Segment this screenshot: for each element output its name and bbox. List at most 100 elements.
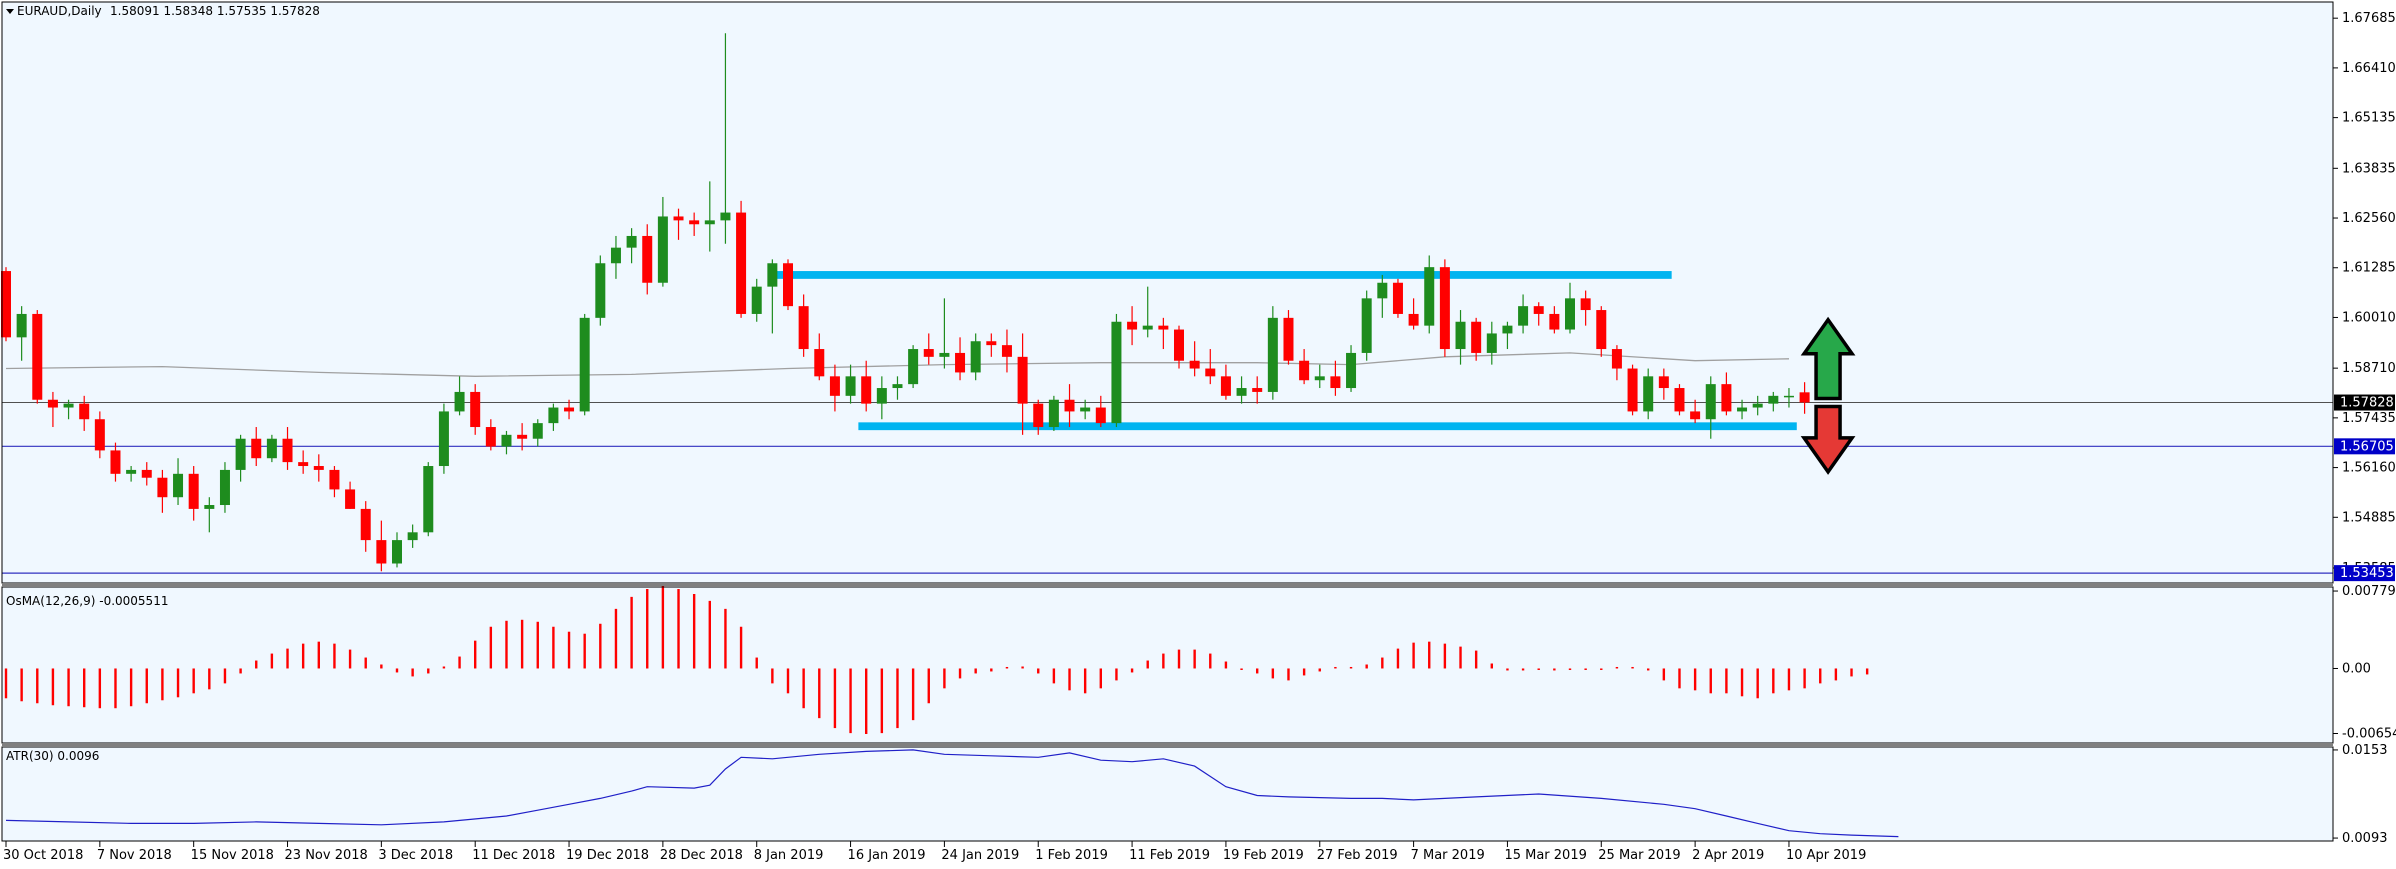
candle-body xyxy=(689,220,700,225)
osma-panel-frame xyxy=(1,586,2334,744)
candle-body xyxy=(235,438,246,470)
candle xyxy=(63,399,74,420)
candle-body xyxy=(392,540,402,564)
candle xyxy=(1174,325,1184,369)
candle xyxy=(1549,306,1560,334)
candle xyxy=(923,333,934,365)
time-tick-label: 2 Apr 2019 xyxy=(1692,848,1764,863)
candle xyxy=(720,33,731,244)
time-tick-label: 19 Feb 2019 xyxy=(1223,848,1304,863)
time-tick-label: 8 Jan 2019 xyxy=(754,848,824,863)
candle-body xyxy=(423,466,434,533)
candle xyxy=(454,376,465,416)
candle-body xyxy=(595,263,606,318)
price-axis: 1.67685 1.66410 1.65135 1.63835 1.62560 1.612… xyxy=(2333,11,2396,846)
candle xyxy=(1690,399,1701,424)
candle xyxy=(470,384,481,435)
candle-body xyxy=(173,473,184,498)
candle xyxy=(564,399,575,420)
dropdown-triangle-icon[interactable] xyxy=(6,9,14,14)
candle xyxy=(814,333,825,381)
candle xyxy=(423,462,434,537)
candle-body xyxy=(1064,399,1075,412)
symbol-header[interactable]: EURAUD,Daily 1.58091 1.58348 1.57535 1.5… xyxy=(6,4,320,18)
candle xyxy=(970,333,981,381)
candle xyxy=(1518,294,1529,334)
candle xyxy=(1737,399,1748,420)
candle-body xyxy=(704,220,715,225)
candle xyxy=(861,360,872,412)
candle-body xyxy=(1439,267,1450,350)
candle-body xyxy=(626,235,637,248)
candle-body xyxy=(1643,376,1654,412)
candle xyxy=(845,364,856,404)
candle xyxy=(1080,399,1091,420)
candle xyxy=(407,524,418,548)
candle xyxy=(767,259,778,334)
candle-body xyxy=(1627,368,1638,412)
zone-rect-1 xyxy=(858,422,1797,431)
candle-body xyxy=(110,450,121,474)
candle-body xyxy=(1424,267,1435,326)
candle-body xyxy=(783,263,793,307)
candle-body xyxy=(1486,333,1497,353)
candle-body xyxy=(1690,411,1701,420)
arrow-down-icon xyxy=(1800,404,1856,475)
candle xyxy=(548,403,559,431)
level-tag-1-bg xyxy=(2334,565,2395,582)
time-tick-label: 11 Feb 2019 xyxy=(1129,848,1210,863)
candle-body xyxy=(313,466,324,470)
candle-body xyxy=(814,349,825,377)
candle-body xyxy=(1799,392,1810,403)
zones xyxy=(772,271,1797,431)
candle-body xyxy=(298,462,309,467)
time-axis: 30 Oct 2018 7 Nov 2018 15 Nov 2018 23 Nov 2… xyxy=(3,841,1866,863)
candle-body xyxy=(1658,376,1669,389)
time-tick-label: 1 Feb 2019 xyxy=(1035,848,1108,863)
candle xyxy=(1627,364,1638,416)
candle-body xyxy=(501,434,512,447)
candle-body xyxy=(1127,321,1138,330)
candle-body xyxy=(1220,376,1231,396)
candle-body xyxy=(657,216,668,283)
candle xyxy=(626,228,637,264)
candle xyxy=(1674,384,1685,416)
time-tick-label: 15 Nov 2018 xyxy=(191,848,274,863)
candle xyxy=(1017,333,1028,435)
candle xyxy=(673,208,684,240)
candle xyxy=(173,458,184,506)
candle xyxy=(1236,376,1247,404)
ohlc-values: 1.58091 1.58348 1.57535 1.57828 xyxy=(110,4,320,18)
candle xyxy=(1377,274,1388,318)
candle-body xyxy=(892,384,903,389)
candle-body xyxy=(876,388,887,404)
candle xyxy=(79,395,90,431)
candle-body xyxy=(1533,306,1544,314)
candle xyxy=(751,278,762,322)
candle-body xyxy=(1596,310,1607,350)
candle-body xyxy=(1236,388,1247,396)
candle-body xyxy=(1737,407,1748,412)
candle-body xyxy=(438,411,449,467)
candle-body xyxy=(1361,298,1372,353)
candle xyxy=(1611,345,1622,381)
price-tick-label: 1.56160 xyxy=(2342,461,2396,476)
candle xyxy=(986,333,997,357)
candle xyxy=(1299,349,1310,385)
candle xyxy=(1111,313,1122,428)
price-panel-bg xyxy=(2,2,2333,583)
price-tick-label: 1.66410 xyxy=(2342,61,2396,76)
level-tag-1: 1.53453 xyxy=(2340,566,2394,581)
candle xyxy=(1392,278,1403,318)
candle-body xyxy=(1346,352,1357,389)
candle-body xyxy=(454,391,465,412)
candle xyxy=(1064,384,1075,428)
candle-body xyxy=(485,427,496,447)
atr-tick-label: 0.0153 xyxy=(2342,743,2388,758)
candle xyxy=(1,267,11,342)
candle-body xyxy=(407,532,418,541)
candle xyxy=(1471,317,1482,361)
candle-body xyxy=(126,469,137,474)
candle xyxy=(579,313,590,416)
candle-body xyxy=(767,263,778,287)
